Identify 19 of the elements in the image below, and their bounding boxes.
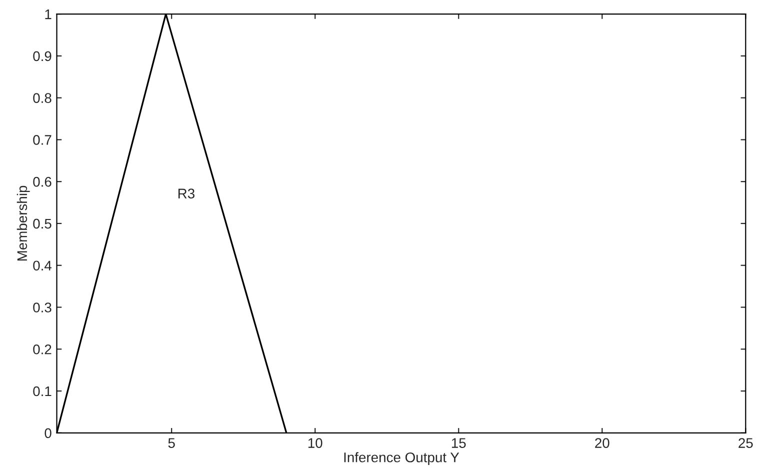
x-tick-label: 5: [168, 438, 175, 448]
y-tick-label: 0.9: [33, 51, 52, 62]
x-tick-label: 15: [452, 438, 466, 448]
y-tick-label: 0: [44, 428, 52, 438]
y-tick-label: 0.6: [33, 176, 52, 187]
y-tick-label: 0.2: [33, 344, 52, 354]
annotation: R3: [178, 188, 194, 198]
x-tick-label: 25: [738, 438, 753, 448]
y-tick-label: 0.5: [33, 218, 52, 229]
x-tick-label: 10: [308, 438, 322, 448]
y-tick-label: 0.3: [33, 302, 52, 312]
x-tick-label: 20: [595, 438, 610, 448]
y-axis-title: Membership: [16, 186, 30, 261]
y-tick-label: 0.4: [33, 260, 52, 271]
y-tick-label: 0.7: [33, 135, 52, 145]
y-tick-label: 0.1: [33, 386, 52, 396]
y-tick-label: 0.8: [33, 93, 52, 103]
y-tick-label: 1: [45, 10, 52, 20]
x-axis-title: Inference Output Y: [344, 452, 460, 466]
